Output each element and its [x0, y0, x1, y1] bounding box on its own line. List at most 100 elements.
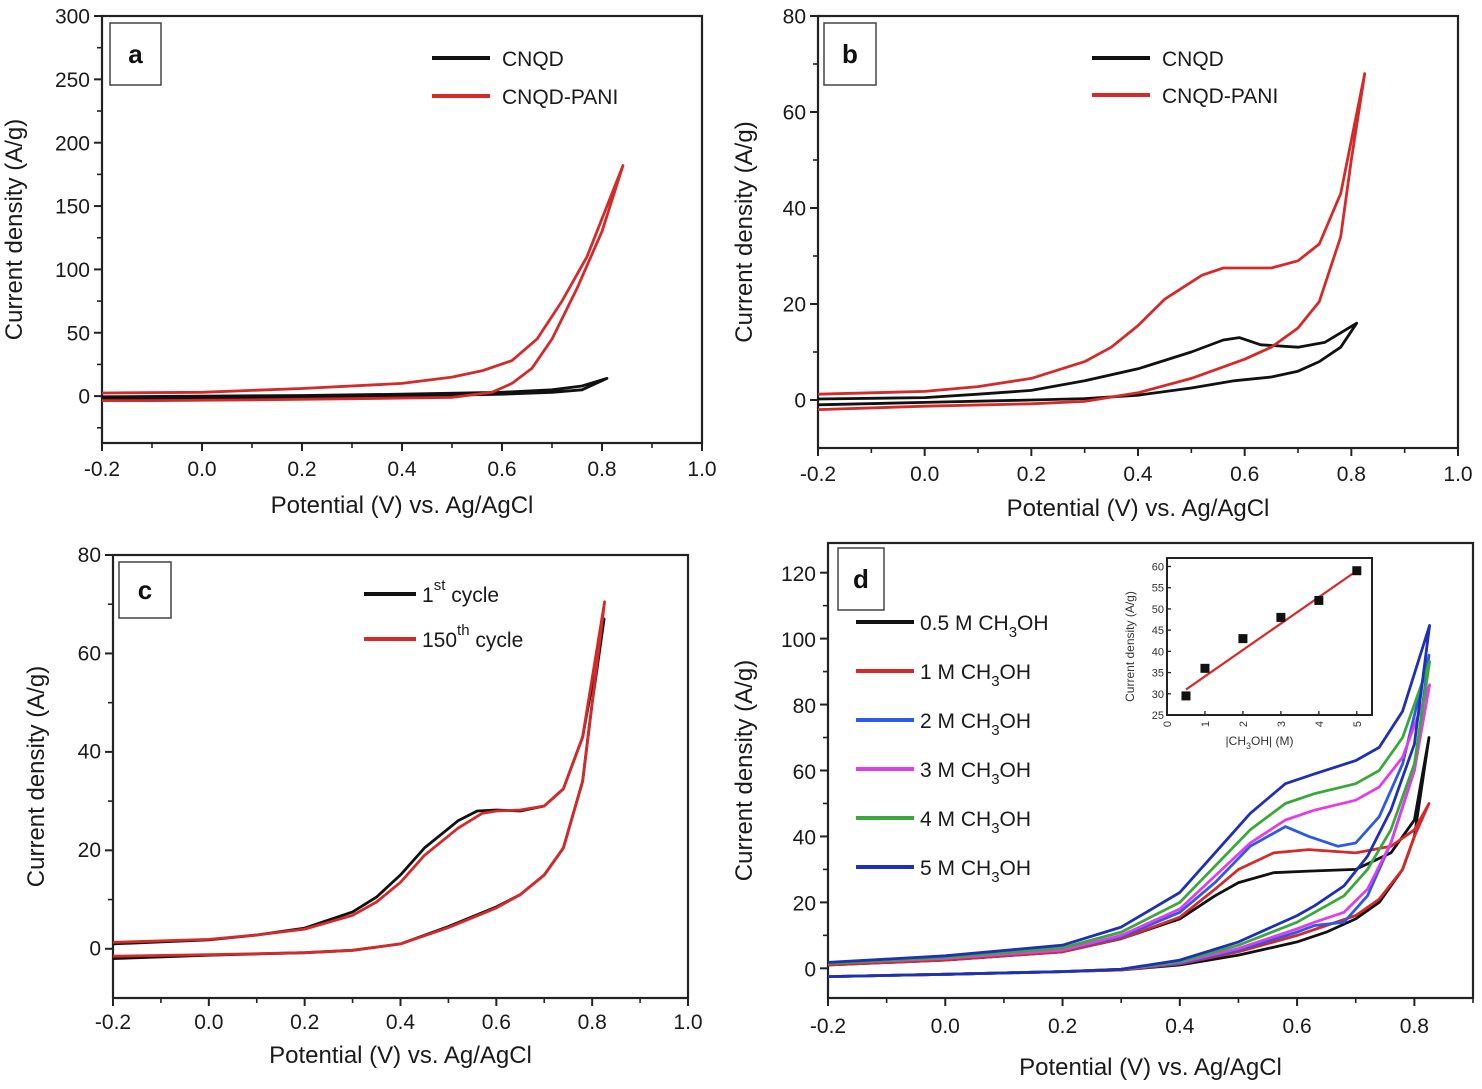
legend-label-main: 1 M CH	[920, 661, 991, 684]
x-axis-title: Potential (V) vs. Ag/AgCl	[269, 1042, 532, 1069]
legend-label-base: 150	[422, 629, 457, 652]
series-line-cnqd-pani	[818, 72, 1367, 412]
x-tick-label: 0.0	[194, 1011, 223, 1034]
legend-item: CNQD	[432, 48, 564, 71]
y-tick-label: 150	[55, 196, 90, 219]
inset-data-point	[1276, 612, 1286, 622]
y-tick-label: 0	[89, 938, 101, 961]
inset-x-tick-label: 1	[1200, 721, 1212, 727]
panel-c: -0.2 0.0 0.2 0.4 0.6 0.8 1.0 0 20 40 60 80 Potential…	[23, 544, 703, 1069]
legend-item: 150th cycle	[364, 622, 523, 652]
legend-label-end: OH	[1000, 857, 1032, 880]
legend-label-subscript: 3	[991, 869, 999, 886]
series-line-4-m-ch3oh	[828, 660, 1431, 978]
legend-label: 3 M CH3OH	[920, 759, 1031, 788]
legend-label: 150th cycle	[422, 622, 523, 652]
legend-label-superscript: st	[434, 577, 447, 594]
legend-label-end: OH	[1000, 661, 1032, 684]
x-tick-label: 1.0	[687, 458, 716, 481]
y-axis-title: Current density (A/g)	[1, 119, 28, 340]
legend-label-end: OH	[1000, 759, 1032, 782]
series-line-3-m-ch3oh	[828, 683, 1431, 978]
x-tick-label: -0.2	[95, 1011, 131, 1034]
y-tick-label: 60	[78, 642, 101, 665]
y-tick-label: 60	[783, 102, 806, 125]
y-axis-title: Current density (A/g)	[23, 666, 50, 887]
panel-label-box	[118, 561, 172, 619]
x-tick-label: 1.0	[1443, 463, 1472, 486]
x-tick-label: 0.2	[1017, 463, 1046, 486]
x-tick-label: 0.2	[290, 1011, 319, 1034]
x-tick-label: 0.0	[931, 1015, 960, 1038]
series-line-cnqd	[818, 321, 1359, 407]
inset-x-tick-label: 5	[1352, 721, 1364, 727]
inset-data-point	[1314, 595, 1324, 605]
inset-x-title-main: |CH	[1226, 734, 1246, 748]
inset-y-tick-label: 40	[1152, 646, 1164, 658]
legend-label-main: 3 M CH	[920, 759, 991, 782]
x-tick-label: 0.8	[1400, 1015, 1429, 1038]
y-tick-label: 80	[78, 544, 101, 567]
series-line-cnqd-pani	[102, 164, 625, 403]
y-tick-label: 120	[781, 563, 816, 586]
legend-label-subscript: 3	[1009, 624, 1017, 641]
legend: CNQD CNQD-PANI	[1092, 48, 1278, 108]
legend-label-subscript: 3	[991, 771, 999, 788]
y-tick-label: 40	[78, 741, 101, 764]
x-tick-label: 0.8	[587, 458, 616, 481]
legend-label: 2 M CH3OH	[920, 710, 1031, 739]
inset-x-axis-title: |CH3OH| (M)	[1226, 734, 1294, 751]
inset-x-tick-label: 0	[1162, 721, 1174, 727]
y-tick-label: 20	[793, 893, 816, 916]
x-tick-label: 0.2	[1048, 1015, 1077, 1038]
panel-label: a	[128, 39, 143, 69]
legend-label-end: OH	[1000, 808, 1032, 831]
legend-item: 5 M CH3OH	[856, 857, 1031, 886]
legend-label: 5 M CH3OH	[920, 857, 1031, 886]
y-tick-label: 80	[793, 695, 816, 718]
inset-fit-line	[1185, 569, 1358, 691]
x-tick-label: -0.2	[800, 463, 836, 486]
panel-label: b	[842, 39, 858, 69]
legend-label-subscript: 3	[991, 673, 999, 690]
legend-item: CNQD	[1092, 48, 1224, 71]
legend-label: CNQD	[502, 48, 564, 71]
inset-y-tick-label: 45	[1152, 625, 1164, 637]
inset-y-tick-label: 25	[1152, 710, 1164, 722]
x-axis-title: Potential (V) vs. Ag/AgCl	[271, 492, 534, 519]
legend-item: 0.5 M CH3OH	[856, 612, 1049, 641]
legend-label-suffix: cycle	[470, 629, 524, 652]
inset-y-tick-label: 35	[1152, 668, 1164, 680]
x-tick-label: 0.6	[487, 458, 516, 481]
panel-label-box	[837, 547, 885, 611]
panel-label-box	[823, 22, 877, 86]
x-tick-label: 0.0	[187, 458, 216, 481]
series-line-1st-cycle	[113, 617, 606, 960]
series-line-cnqd	[102, 376, 609, 401]
inset-data-point	[1352, 566, 1362, 576]
x-tick-label: 0.8	[578, 1011, 607, 1034]
y-tick-label: 100	[55, 259, 90, 282]
x-axis-title: Potential (V) vs. Ag/AgCl	[1007, 495, 1270, 522]
panel-label: d	[853, 564, 869, 594]
legend-item: CNQD-PANI	[432, 86, 618, 109]
legend-label: 1 M CH3OH	[920, 661, 1031, 690]
y-axis-title: Current density (A/g)	[731, 121, 758, 342]
legend-label-base: 1	[422, 584, 434, 607]
panel-label-box	[109, 22, 162, 86]
x-tick-label: 0.6	[482, 1011, 511, 1034]
legend-item: 1 M CH3OH	[856, 661, 1031, 690]
inset-x-tick-label: 2	[1238, 721, 1250, 727]
legend-label: CNQD-PANI	[1162, 85, 1278, 108]
inset-y-tick-label: 60	[1152, 561, 1164, 573]
y-tick-label: 40	[793, 827, 816, 850]
x-tick-label: 0.4	[1123, 463, 1153, 486]
y-tick-label: 80	[783, 6, 806, 29]
inset-x-tick-label: 3	[1276, 721, 1288, 727]
series-line-0-5-m-ch3oh	[828, 736, 1431, 978]
inset-y-tick-label: 55	[1152, 583, 1164, 595]
y-tick-label: 0	[804, 959, 816, 982]
y-axis-title: Current density (A/g)	[731, 660, 758, 881]
